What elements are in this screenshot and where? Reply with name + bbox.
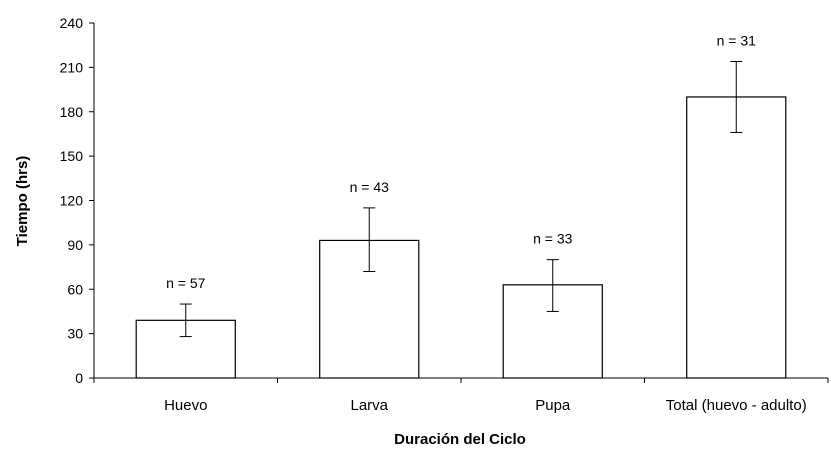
error-bar xyxy=(546,259,559,312)
y-axis: 0 30 60 90 120 150 180 210 240 xyxy=(60,15,95,386)
y-tick-label: 90 xyxy=(67,237,83,253)
category-label: Total (huevo - adulto) xyxy=(666,397,807,414)
bar xyxy=(686,96,787,379)
y-tick-label: 0 xyxy=(75,370,83,386)
sample-size-label: n = 31 xyxy=(717,32,757,48)
y-tick-label: 150 xyxy=(60,148,84,164)
y-tick-label: 210 xyxy=(60,59,84,75)
bar xyxy=(135,319,236,379)
category-label: Larva xyxy=(350,397,388,414)
sample-size-label: n = 43 xyxy=(350,179,390,195)
error-bar xyxy=(179,303,192,338)
bars: n = 57 n = 43 n = 33 n = 31 xyxy=(135,32,787,379)
x-axis: Huevo Larva Pupa Total (huevo - adulto) xyxy=(93,377,829,414)
sample-size-label: n = 57 xyxy=(166,275,206,291)
y-tick-label: 180 xyxy=(60,104,84,120)
y-tick-label: 240 xyxy=(60,15,84,31)
y-tick-label: 120 xyxy=(60,193,84,209)
x-axis-title: Duración del Ciclo xyxy=(394,431,526,448)
category-label: Huevo xyxy=(164,397,207,414)
category-label: Pupa xyxy=(535,397,571,414)
error-bar xyxy=(363,207,376,272)
y-tick-label: 30 xyxy=(67,326,83,342)
error-bar xyxy=(730,60,743,133)
y-axis-title: Tiempo (hrs) xyxy=(14,156,31,247)
y-tick-label: 60 xyxy=(67,281,83,297)
sample-size-label: n = 33 xyxy=(533,231,573,247)
